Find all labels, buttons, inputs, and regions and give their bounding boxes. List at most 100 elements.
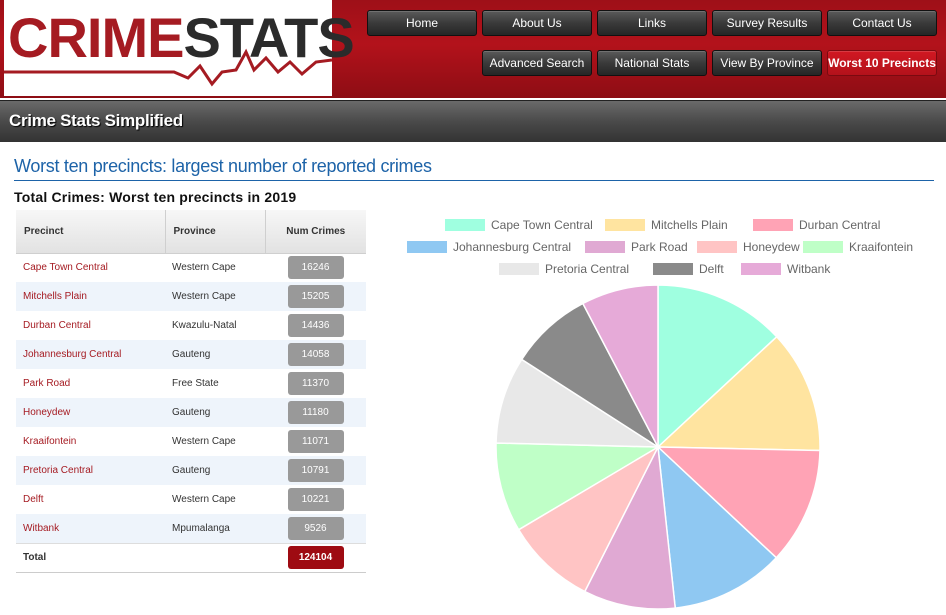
- precinct-table: Precinct Province Num Crimes Cape Town C…: [16, 210, 366, 573]
- legend-label: Pretoria Central: [545, 262, 629, 276]
- precinct-link[interactable]: Kraaifontein: [23, 436, 77, 447]
- nav-links-button[interactable]: Links: [597, 10, 707, 36]
- pie-slice-cape-town-central[interactable]: [657, 284, 778, 449]
- num-crimes-badge: 16246: [287, 256, 344, 280]
- legend-swatch: [803, 241, 843, 253]
- province-cell: Western Cape: [165, 282, 265, 311]
- logo-graph-line: [4, 48, 332, 87]
- precinct-link[interactable]: Park Road: [23, 378, 71, 389]
- legend-item-cape-town-central[interactable]: Cape Town Central: [445, 218, 593, 232]
- province-cell: Gauteng: [165, 340, 265, 369]
- column-header-num-crimes[interactable]: Num Crimes: [265, 210, 366, 254]
- legend-label: Honeydew: [743, 240, 800, 254]
- pie-slice-park-road[interactable]: [583, 444, 677, 610]
- num-crimes-cell: 15205: [265, 282, 366, 311]
- num-crimes-cell: 10791: [265, 456, 366, 485]
- table-row: Cape Town Central Western Cape 16246: [16, 253, 366, 282]
- legend-item-durban-central[interactable]: Durban Central: [753, 218, 880, 232]
- nav-survey-results-button[interactable]: Survey Results: [712, 10, 822, 36]
- legend-item-witbank[interactable]: Witbank: [741, 262, 831, 276]
- province-cell: Gauteng: [165, 456, 265, 485]
- nav-worst-10-precincts-button[interactable]: Worst 10 Precincts: [827, 50, 937, 76]
- table-row: Mitchells Plain Western Cape 15205: [16, 282, 366, 311]
- province-cell: Western Cape: [172, 494, 236, 505]
- site-tagline: Crime Stats Simplified: [9, 111, 183, 130]
- legend-label: Witbank: [787, 262, 831, 276]
- table-row: Honeydew Gauteng 11180: [16, 398, 366, 427]
- nav-national-stats-button[interactable]: National Stats: [597, 50, 707, 76]
- legend-item-delft[interactable]: Delft: [653, 262, 724, 276]
- legend-label: Johannesburg Central: [453, 240, 571, 254]
- site-header: CRIMESTATS Home About Us Links Survey Resul…: [0, 0, 946, 98]
- precinct-link[interactable]: Witbank: [16, 514, 165, 543]
- precinct-link[interactable]: Delft: [23, 494, 44, 505]
- precinct-link[interactable]: Mitchells Plain: [16, 282, 165, 311]
- pie-slices: [495, 284, 821, 610]
- precinct-link[interactable]: Durban Central: [23, 320, 91, 331]
- legend-item-kraaifontein[interactable]: Kraaifontein: [803, 240, 913, 254]
- num-crimes-badge: 11180: [287, 401, 344, 424]
- table-row: Kraaifontein Western Cape 11071: [16, 427, 366, 456]
- legend-label: Mitchells Plain: [651, 218, 728, 232]
- num-crimes-badge: 11370: [287, 372, 344, 395]
- nav-contact-us-button[interactable]: Contact Us: [827, 10, 937, 36]
- pie-slice-mitchells-plain[interactable]: [656, 335, 821, 452]
- legend-label: Kraaifontein: [849, 240, 913, 254]
- pie-slice-witbank[interactable]: [581, 284, 659, 448]
- divider: [14, 180, 934, 181]
- column-header-province[interactable]: Province: [165, 210, 266, 254]
- logo-wordmark: CRIMESTATS: [8, 6, 355, 69]
- precinct-link[interactable]: Cape Town Central: [23, 262, 108, 274]
- pie-slice-durban-central[interactable]: [656, 446, 821, 559]
- num-crimes-badge: 9526: [287, 516, 344, 540]
- num-crimes-cell: 10221: [265, 485, 366, 514]
- legend-swatch: [605, 219, 645, 231]
- total-cell: 124104: [265, 542, 366, 573]
- chart-legend: Cape Town Central Mitchells Plain Durban C…: [407, 218, 913, 276]
- pie-slice-honeydew[interactable]: [517, 445, 660, 593]
- table-row: Witbank Mpumalanga 9526: [16, 514, 366, 543]
- province-cell: Kwazulu-Natal: [172, 320, 237, 331]
- nav-view-by-province-button[interactable]: View By Province: [712, 50, 822, 76]
- page-title-bar: Crime Stats Simplified: [0, 100, 946, 142]
- num-crimes-badge: 14058: [287, 343, 344, 366]
- legend-item-mitchells-plain[interactable]: Mitchells Plain: [605, 218, 728, 232]
- nav-advanced-search-button[interactable]: Advanced Search: [482, 50, 592, 76]
- section-title: Total Crimes: Worst ten precincts in 201…: [14, 189, 297, 205]
- num-crimes-cell: 14058: [265, 340, 366, 369]
- legend-item-johannesburg-central[interactable]: Johannesburg Central: [407, 240, 571, 254]
- legend-item-pretoria-central[interactable]: Pretoria Central: [499, 262, 629, 276]
- legend-swatch: [407, 241, 447, 253]
- crime-pie-chart: Cape Town Central Mitchells Plain Durban C…: [407, 218, 913, 610]
- legend-swatch: [499, 263, 539, 275]
- pie-slice-pretoria-central[interactable]: [495, 358, 661, 448]
- legend-swatch: [585, 241, 625, 253]
- nav-home-button[interactable]: Home: [367, 10, 477, 36]
- nav-about-us-button[interactable]: About Us: [482, 10, 592, 36]
- table-row: Pretoria Central Gauteng 10791: [16, 456, 366, 485]
- legend-label: Park Road: [631, 240, 688, 254]
- total-spacer: [165, 542, 265, 573]
- column-header-precinct[interactable]: Precinct: [16, 210, 166, 254]
- num-crimes-cell: 9526: [265, 514, 366, 543]
- province-cell: Gauteng: [165, 398, 265, 427]
- precinct-link[interactable]: Honeydew: [16, 398, 165, 427]
- legend-label: Cape Town Central: [491, 218, 593, 232]
- pie-slice-johannesburg-central[interactable]: [657, 445, 778, 609]
- num-crimes-cell: 11071: [265, 427, 366, 456]
- precinct-link[interactable]: Johannesburg Central: [16, 340, 165, 369]
- num-crimes-cell: 11180: [265, 398, 366, 427]
- pie-slice-kraaifontein[interactable]: [495, 442, 661, 531]
- legend-item-park-road[interactable]: Park Road: [585, 240, 688, 254]
- site-logo[interactable]: CRIMESTATS: [4, 0, 355, 96]
- legend-swatch: [653, 263, 693, 275]
- num-crimes-cell: 11370: [265, 369, 366, 398]
- province-cell: Western Cape: [172, 262, 236, 274]
- table-header-row: Precinct Province Num Crimes: [16, 210, 366, 254]
- legend-label: Durban Central: [799, 218, 880, 232]
- num-crimes-badge: 14436: [287, 314, 344, 337]
- precinct-link[interactable]: Pretoria Central: [16, 456, 165, 485]
- legend-item-honeydew[interactable]: Honeydew: [697, 240, 800, 254]
- page-title: Worst ten precincts: largest number of r…: [14, 156, 432, 176]
- legend-swatch: [697, 241, 737, 253]
